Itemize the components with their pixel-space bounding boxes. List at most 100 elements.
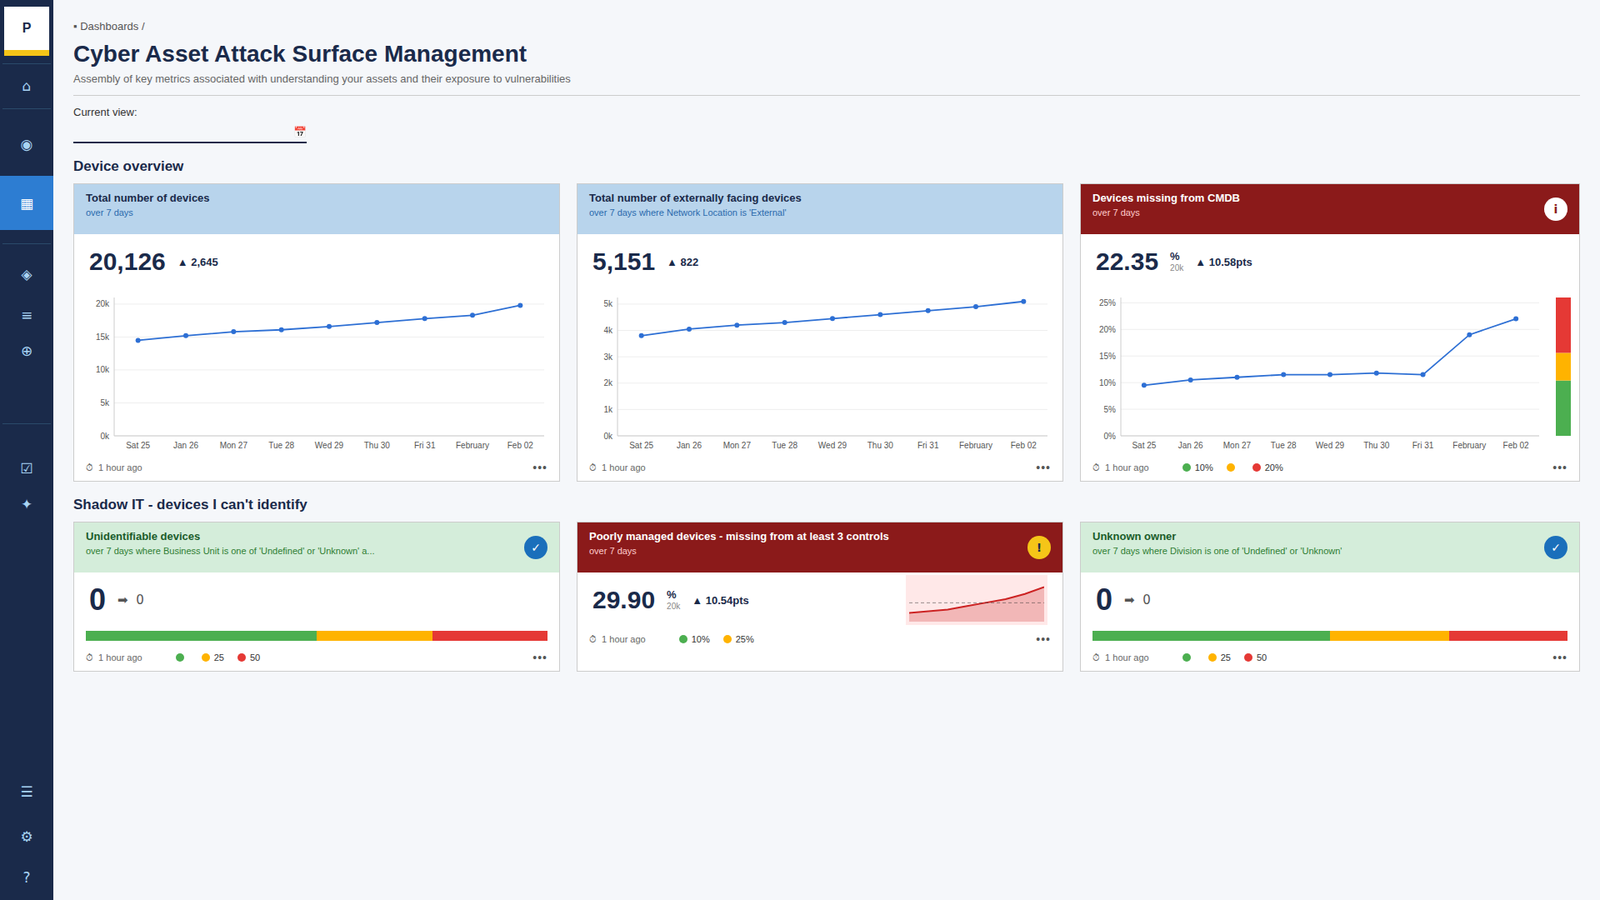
y-tick-label: 20k bbox=[95, 299, 110, 309]
point bbox=[1188, 377, 1194, 383]
sparkline bbox=[905, 575, 1048, 625]
legend-swatch bbox=[1244, 653, 1253, 662]
progress-bar bbox=[1092, 630, 1568, 641]
nav-icon[interactable]: ⚙ bbox=[0, 826, 54, 847]
card-value: 0 bbox=[1095, 582, 1113, 618]
sparkline-box bbox=[905, 575, 1048, 625]
badge: i bbox=[1544, 197, 1568, 221]
nav-icon[interactable]: ▦ bbox=[0, 193, 54, 214]
nav-icon[interactable]: ◉ bbox=[0, 134, 54, 155]
card: Devices missing from CMDBover 7 daysi22.… bbox=[1080, 183, 1580, 482]
grid-line bbox=[114, 435, 545, 437]
axes: 0%5%10%15%20%25%Sat 25Jan 26Mon 27Tue 28… bbox=[1099, 297, 1540, 450]
value-unit: % bbox=[666, 589, 680, 602]
card-footer: ⏱ 1 hour ago2550••• bbox=[74, 645, 560, 671]
point bbox=[877, 312, 883, 318]
color-bar-segment bbox=[1555, 380, 1571, 436]
time-label: ⏱ 1 hour ago bbox=[589, 462, 646, 474]
nav-icon[interactable]: ✦ bbox=[0, 494, 54, 515]
card-footer: ⏱ 1 hour ago••• bbox=[74, 455, 560, 481]
legend-swatch bbox=[1226, 463, 1235, 472]
x-tick-label: Mon 27 bbox=[1223, 440, 1252, 450]
date-input[interactable]: 📅 bbox=[73, 121, 307, 144]
point bbox=[1280, 372, 1286, 378]
x-tick-label: Thu 30 bbox=[364, 440, 391, 450]
card-delta: ▲ 2,645 bbox=[177, 255, 219, 269]
axes: 0k1k2k3k4k5kSat 25Jan 26Mon 27Tue 28Wed … bbox=[603, 297, 1048, 450]
card-row: Total number of devicesover 7 days20,126… bbox=[73, 183, 1580, 482]
y-tick-label: 4k bbox=[603, 325, 614, 335]
time-label: ⏱ 1 hour ago bbox=[589, 634, 646, 645]
separator bbox=[2, 108, 51, 110]
point bbox=[782, 320, 788, 325]
grid-line bbox=[617, 435, 1048, 437]
legend-item: 10% bbox=[679, 634, 710, 645]
card-footer: ⏱ 1 hour ago ••• bbox=[577, 455, 1063, 481]
x-tick-label: February bbox=[455, 440, 490, 450]
plot-marks bbox=[1141, 316, 1519, 389]
nav-icon[interactable]: ☑ bbox=[0, 458, 54, 479]
legend-swatch bbox=[175, 653, 185, 662]
grid-line bbox=[114, 369, 545, 370]
x-tick-label: Wed 29 bbox=[1315, 440, 1345, 450]
progress-segment bbox=[316, 630, 433, 641]
progress-segment bbox=[1092, 630, 1330, 641]
card: Unknown ownerover 7 days where Division … bbox=[1080, 521, 1580, 672]
nav-icon[interactable]: ? bbox=[0, 867, 54, 888]
legend-swatch bbox=[201, 653, 210, 662]
nav-icon[interactable]: ◈ bbox=[0, 264, 54, 285]
y-tick-label: 15k bbox=[95, 332, 110, 342]
nav-icon[interactable]: ⊕ bbox=[0, 340, 54, 361]
chart-area: 0k1k2k3k4k5kSat 25Jan 26Mon 27Tue 28Wed … bbox=[577, 289, 1063, 456]
current-view-label: Current view: bbox=[73, 105, 1580, 119]
y-tick-label: 1k bbox=[603, 405, 614, 415]
y-axis bbox=[1120, 297, 1122, 436]
menu[interactable]: ••• bbox=[1035, 460, 1051, 475]
color-bar-segment bbox=[1555, 352, 1571, 380]
y-tick-label: 0k bbox=[100, 431, 110, 441]
menu[interactable]: ••• bbox=[1035, 632, 1051, 646]
nav-icon[interactable]: ⌂ bbox=[0, 75, 54, 96]
card-value: 20,126 bbox=[89, 247, 166, 276]
x-tick-label: Tue 28 bbox=[268, 440, 295, 450]
time-label: ⏱ 1 hour ago bbox=[1092, 652, 1150, 664]
legend-label: 50 bbox=[250, 652, 260, 663]
nav-icon[interactable]: ≡ bbox=[0, 305, 54, 325]
x-tick-label: Mon 27 bbox=[220, 440, 249, 450]
x-tick-label: Mon 27 bbox=[723, 440, 752, 450]
card-footer: ⏱ 1 hour ago10%20%••• bbox=[1080, 455, 1580, 481]
point bbox=[1513, 316, 1519, 322]
x-tick-label: Sat 25 bbox=[629, 440, 654, 450]
x-tick-label: Jan 26 bbox=[1178, 440, 1204, 450]
menu[interactable]: ••• bbox=[532, 460, 548, 475]
x-tick-label: Sat 25 bbox=[1131, 440, 1156, 450]
value-row: 22.35%20k▲ 10.58pts bbox=[1080, 234, 1580, 290]
x-axis bbox=[1120, 435, 1540, 437]
menu[interactable]: ••• bbox=[1552, 650, 1568, 665]
series-line bbox=[1144, 319, 1516, 386]
menu[interactable]: ••• bbox=[1552, 460, 1568, 475]
card: Total number of externally facing device… bbox=[576, 183, 1064, 482]
x-tick-label: Thu 30 bbox=[867, 440, 895, 450]
grid-line bbox=[1120, 355, 1540, 357]
nav-icon[interactable]: ☰ bbox=[0, 781, 54, 802]
line-chart: 0%5%10%15%20%25%Sat 25Jan 26Mon 27Tue 28… bbox=[1087, 289, 1548, 456]
x-tick-label: Tue 28 bbox=[771, 440, 798, 450]
card-subtitle: over 7 days where Business Unit is one o… bbox=[85, 545, 513, 556]
y-tick-label: 15% bbox=[1099, 351, 1116, 361]
menu[interactable]: ••• bbox=[532, 650, 548, 665]
series-area bbox=[909, 586, 1045, 622]
card-subtitle: over 7 days where Division is one of 'Un… bbox=[1092, 545, 1533, 556]
point bbox=[470, 312, 475, 318]
point bbox=[326, 324, 332, 330]
value-sub: 20k bbox=[1170, 263, 1184, 274]
legend-label: 25% bbox=[735, 634, 755, 645]
point bbox=[517, 302, 523, 308]
badge: ✓ bbox=[1544, 535, 1568, 560]
legend-item bbox=[1226, 463, 1240, 472]
legend-item: 25 bbox=[1208, 652, 1231, 663]
color-bar bbox=[1554, 289, 1573, 456]
legend-swatch bbox=[679, 635, 688, 644]
card-value: 29.90 bbox=[592, 585, 655, 615]
legend: 10% 25% bbox=[679, 634, 755, 645]
